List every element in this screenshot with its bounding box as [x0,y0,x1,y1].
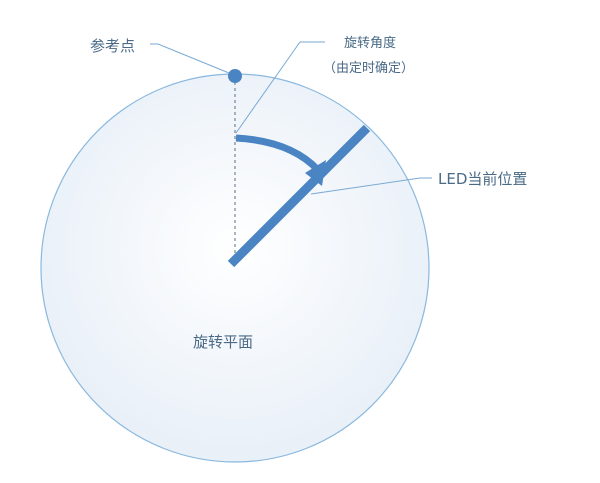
rotation-angle-label: 旋转角度 [344,35,396,51]
reference-point-dot [228,69,242,83]
led-position-label: LED当前位置 [438,170,527,188]
reference-point-label: 参考点 [90,37,135,55]
rotation-angle-sublabel: （由定时确定） [323,61,414,76]
led-bar [227,124,371,268]
led-position-leader [310,177,432,195]
reference-point-leader [150,43,230,74]
rotation-plane-label: 旋转平面 [193,333,253,351]
rotation-angle-leader [235,41,325,134]
rotation-angle-arc [235,134,321,173]
rotation-angle-arrowhead [305,160,326,186]
